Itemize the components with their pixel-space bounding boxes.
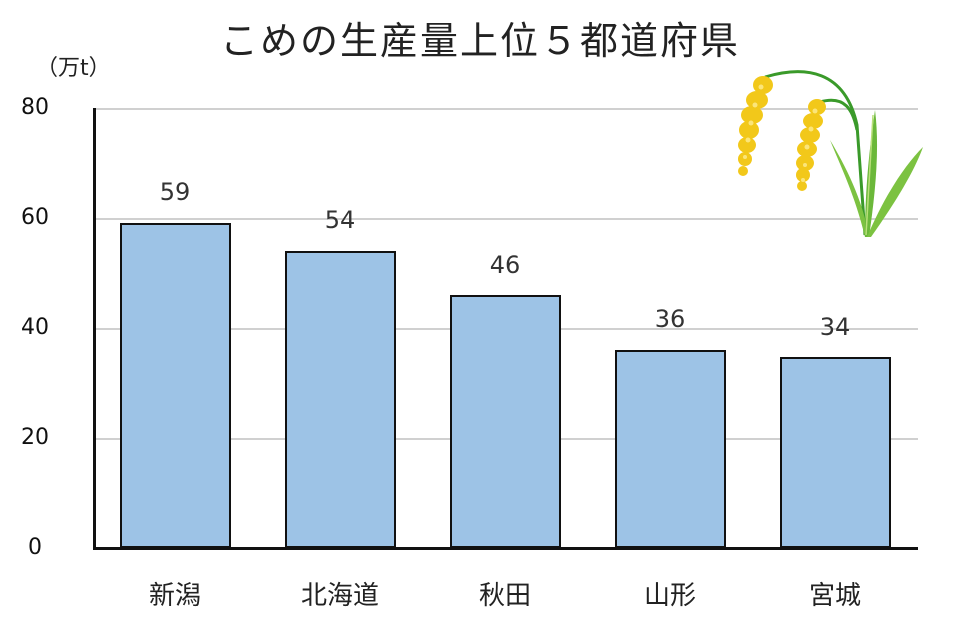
bar-miyagi [780, 357, 891, 548]
category-label-niigata: 新潟 [148, 581, 201, 611]
y-axis-line [93, 108, 96, 548]
gridline-80 [93, 108, 918, 110]
value-label-akita: 46 [489, 251, 521, 279]
y-tick-60: 60 [21, 205, 49, 230]
y-tick-40: 40 [21, 315, 49, 340]
y-tick-20: 20 [21, 425, 49, 450]
category-label-akita: 秋田 [478, 581, 531, 611]
y-axis-unit: （万t） [36, 56, 111, 81]
category-label-miyagi: 宮城 [808, 581, 861, 611]
y-tick-80: 80 [21, 95, 49, 120]
bar-akita [450, 295, 561, 548]
category-label-hokkaido: 北海道 [300, 581, 379, 611]
rice-plant-icon [738, 70, 923, 237]
bar-niigata [120, 223, 231, 548]
value-label-miyagi: 34 [819, 313, 851, 341]
chart-title: こめの生産量上位５都道府県 [219, 19, 740, 63]
category-label-yamagata: 山形 [643, 581, 696, 611]
x-axis-line [93, 547, 918, 550]
plot-area [93, 108, 918, 550]
value-label-niigata: 59 [159, 178, 191, 206]
bar-yamagata [615, 350, 726, 548]
bar-hokkaido [285, 251, 396, 548]
value-label-hokkaido: 54 [324, 206, 356, 234]
value-label-yamagata: 36 [654, 305, 686, 333]
gridline-60 [93, 218, 918, 220]
y-tick-0: 0 [28, 535, 42, 560]
